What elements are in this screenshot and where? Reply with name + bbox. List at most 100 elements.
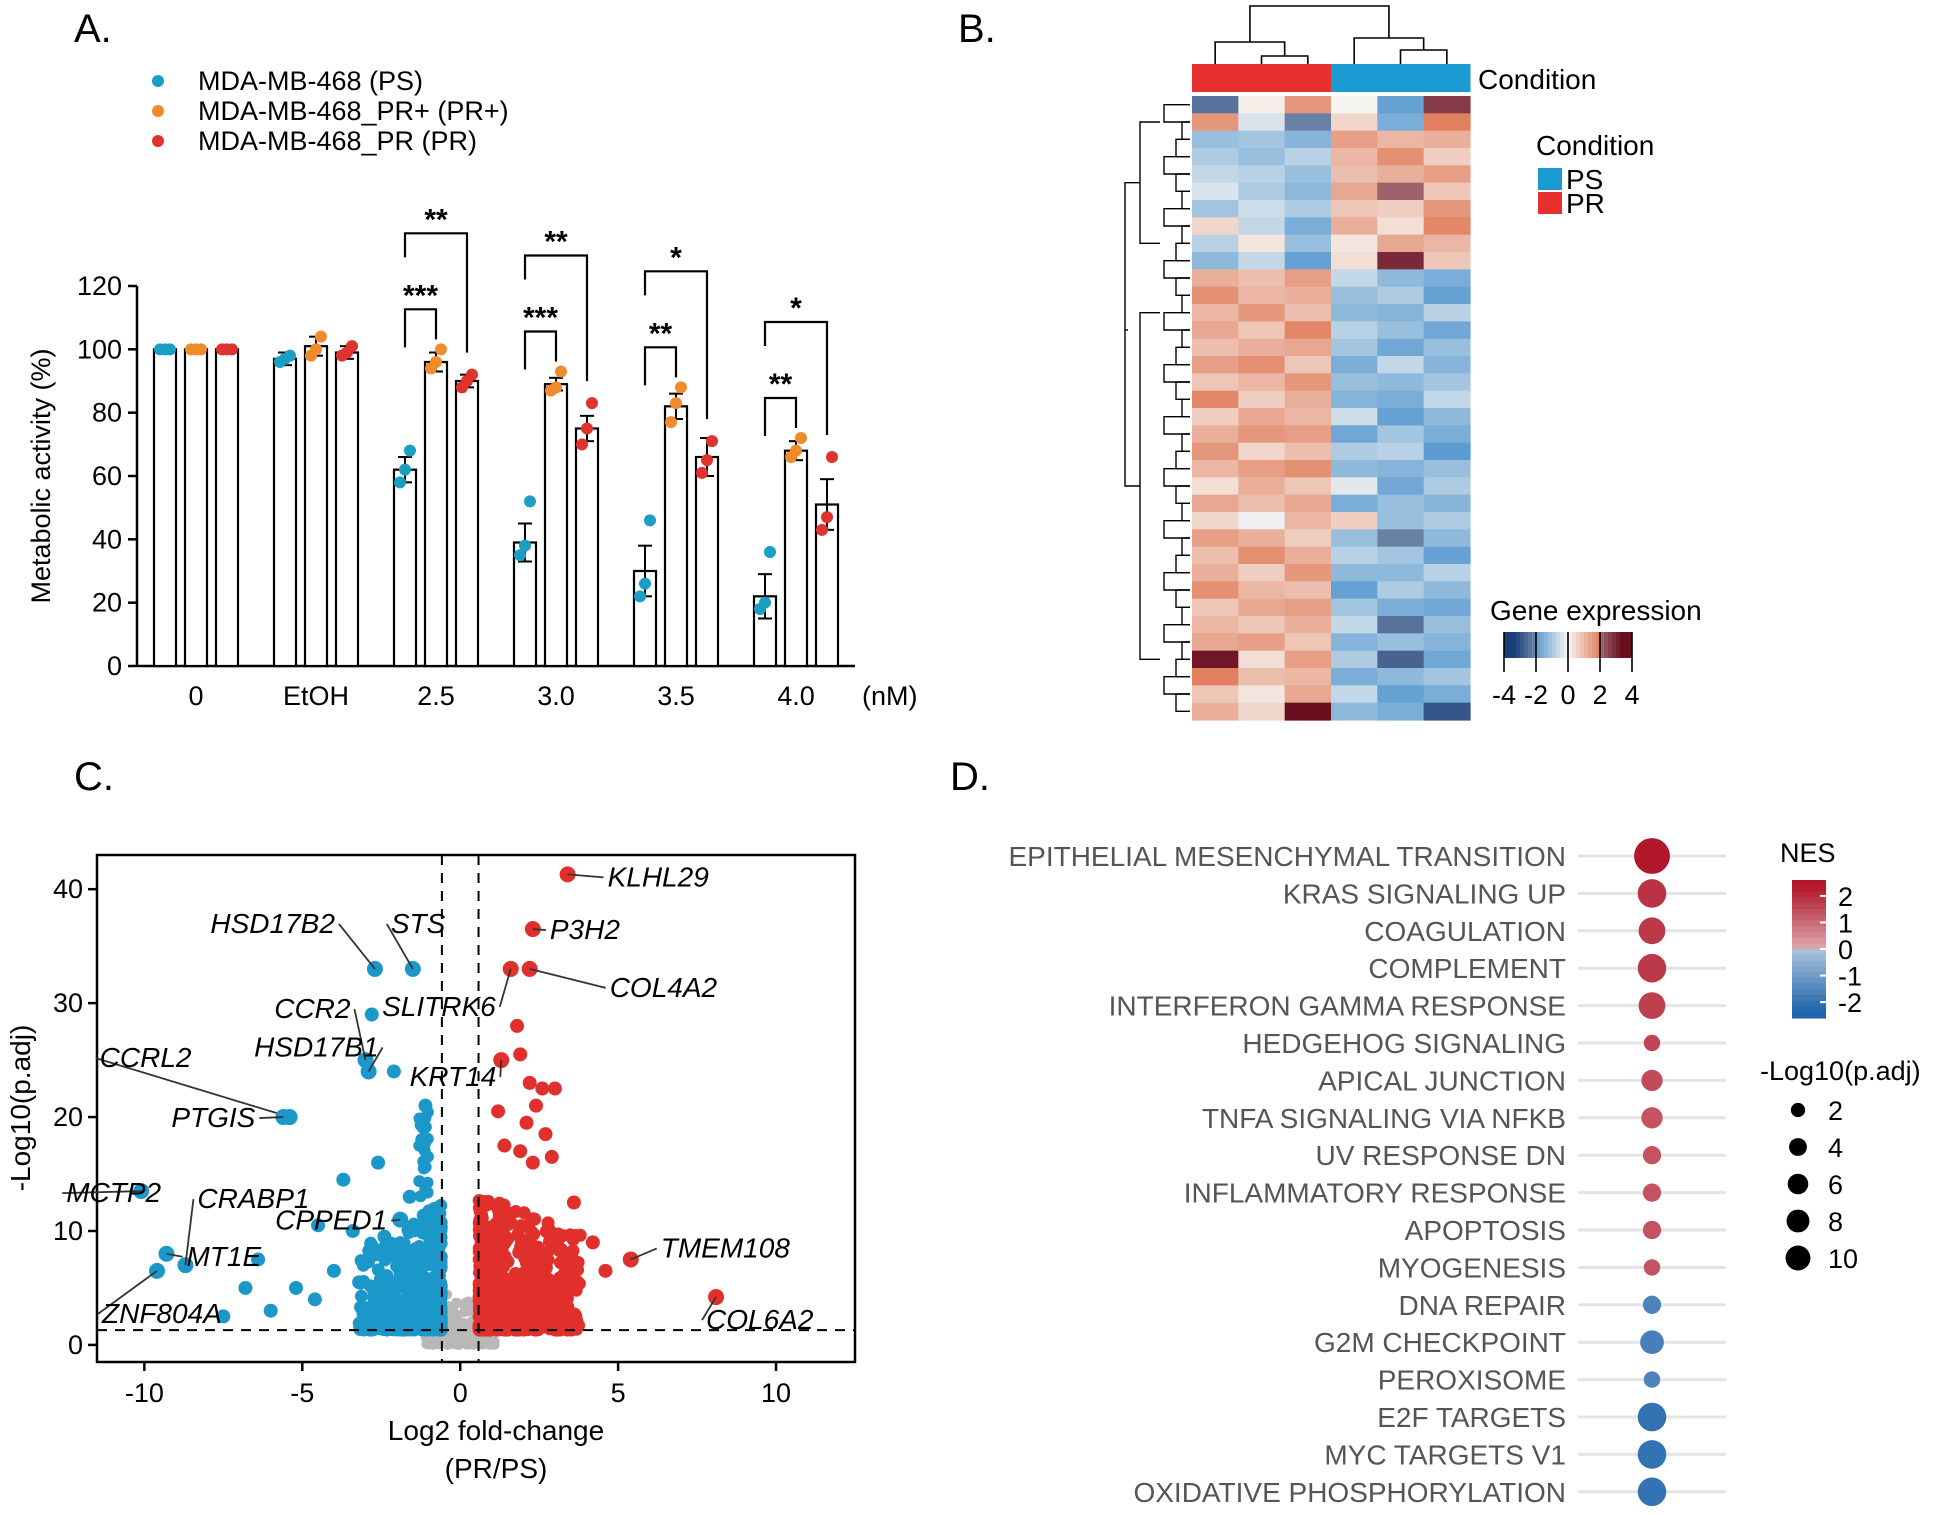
- heatmap-cell: [1377, 546, 1425, 565]
- gene-label: P3H2: [550, 914, 620, 945]
- panel-d-plot: EPITHELIAL MESENCHYMAL TRANSITION KRAS SI…: [1008, 838, 1920, 1508]
- nes-legend-tick-label: -1: [1838, 962, 1862, 992]
- y-tick-label: 80: [92, 398, 122, 428]
- heatmap-cell: [1238, 96, 1286, 114]
- heatmap-cell: [1331, 252, 1378, 270]
- heatmap-cell: [1377, 460, 1425, 478]
- row-dendrogram-branch: [1163, 623, 1190, 643]
- row-dendrogram-branch: [1181, 329, 1190, 349]
- heatmap-cell: [1192, 182, 1239, 201]
- sig-bracket-inner: [763, 396, 798, 436]
- y-tick-label: 100: [77, 334, 122, 364]
- down-point: [418, 1098, 433, 1113]
- y-tick-label: 30: [53, 988, 83, 1018]
- heatmap-cell: [1331, 200, 1378, 218]
- heatmap-cell: [1192, 148, 1239, 166]
- gene-label-connector: [701, 1296, 717, 1321]
- condition-cell: [1192, 64, 1239, 92]
- y-tick-label: 40: [53, 874, 83, 904]
- pathway-dot: [1637, 879, 1667, 908]
- row-dendrogram-branch: [1139, 311, 1160, 661]
- scale-title: Gene expression: [1490, 595, 1702, 626]
- heatmap-cell: [1377, 96, 1425, 114]
- x-unit-label: (nM): [862, 681, 918, 711]
- heatmap-cell: [1238, 477, 1286, 496]
- heatmap-cell: [1331, 460, 1378, 478]
- heatmap-cell: [1423, 702, 1471, 721]
- heatmap-cell: [1284, 460, 1332, 478]
- gene-label-connector: [386, 923, 414, 970]
- heatmap-cell: [1284, 286, 1332, 305]
- row-dendrogram-branch: [1175, 138, 1190, 158]
- gene-label: SLITRK6: [382, 991, 496, 1022]
- data-point: [284, 349, 296, 362]
- sig-label-inner: ***: [523, 302, 558, 335]
- y-tick-label: 40: [92, 524, 122, 554]
- heatmap-cell: [1423, 442, 1471, 461]
- nes-legend-step: [1792, 954, 1826, 962]
- heatmap-cell: [1192, 512, 1239, 530]
- row-dendrogram-branch: [1175, 589, 1190, 609]
- heatmap-cell: [1284, 564, 1332, 582]
- pathway-label: DNA REPAIR: [1398, 1290, 1566, 1321]
- heatmap-cell: [1284, 581, 1332, 600]
- pathway-label: KRAS SIGNALING UP: [1283, 878, 1566, 909]
- heatmap-cell: [1377, 390, 1425, 409]
- pathway-dot: [1642, 1183, 1662, 1202]
- up-point: [491, 1104, 506, 1119]
- heatmap-cell: [1331, 546, 1378, 565]
- row-dendrogram-branch: [1175, 693, 1190, 713]
- scale-gradient-step: [1588, 632, 1593, 658]
- heatmap-cell: [1377, 529, 1425, 548]
- pathway-label: TNFA SIGNALING VIA NFKB: [1202, 1103, 1566, 1134]
- size-legend-label: 10: [1828, 1244, 1858, 1274]
- sig-label-outer: **: [544, 226, 568, 259]
- heatmap-cell: [1331, 650, 1378, 669]
- data-point: [701, 454, 713, 467]
- pathway-dot: [1643, 1259, 1661, 1276]
- data-point: [466, 368, 478, 381]
- gene-label-connector: [499, 1060, 503, 1078]
- nes-legend-tick-label: 1: [1838, 908, 1853, 938]
- data-point: [310, 343, 322, 356]
- up-point: [504, 1277, 518, 1291]
- nes-legend-step: [1792, 972, 1826, 979]
- heatmap-cell: [1423, 650, 1471, 669]
- down-point: [419, 1223, 432, 1236]
- heatmap-cell: [1377, 633, 1425, 652]
- bar: [183, 348, 209, 668]
- gene-label-connector: [367, 1047, 384, 1072]
- heatmap-cell: [1377, 252, 1425, 270]
- heatmap-cell: [1284, 356, 1332, 374]
- heatmap-cell: [1238, 390, 1286, 409]
- scale-gradient-step: [1608, 632, 1613, 658]
- heatmap-cell: [1377, 512, 1425, 530]
- row-dendrogram-branch: [1181, 398, 1190, 418]
- pathway-dot: [1638, 917, 1666, 945]
- scale-gradient-step: [1616, 632, 1621, 658]
- row-dendrogram-branch: [1175, 450, 1190, 470]
- heatmap-cell: [1192, 200, 1239, 218]
- gene-label: CRABP1: [197, 1183, 309, 1214]
- down-point: [288, 1280, 303, 1295]
- heatmap-cell: [1423, 96, 1471, 114]
- heatmap-cell: [1331, 442, 1378, 461]
- pathway-dot: [1641, 1069, 1663, 1092]
- panel-c-label: C.: [74, 755, 114, 799]
- x-axis-title: Log2 fold-change: [388, 1415, 604, 1446]
- data-point: [524, 495, 536, 508]
- data-point: [634, 590, 646, 603]
- data-point: [394, 476, 406, 489]
- data-point: [430, 356, 442, 368]
- heatmap-cell: [1238, 564, 1286, 582]
- down-point: [421, 1150, 434, 1163]
- down-point: [326, 1263, 341, 1278]
- data-point: [816, 523, 828, 536]
- sig-bracket-outer: [523, 254, 589, 382]
- sig-label-inner: ***: [403, 279, 438, 312]
- gene-label-connector: [338, 923, 376, 970]
- x-tick-label: 10: [761, 1378, 791, 1408]
- row-dendrogram-branch: [1163, 675, 1190, 695]
- up-point: [518, 1219, 532, 1233]
